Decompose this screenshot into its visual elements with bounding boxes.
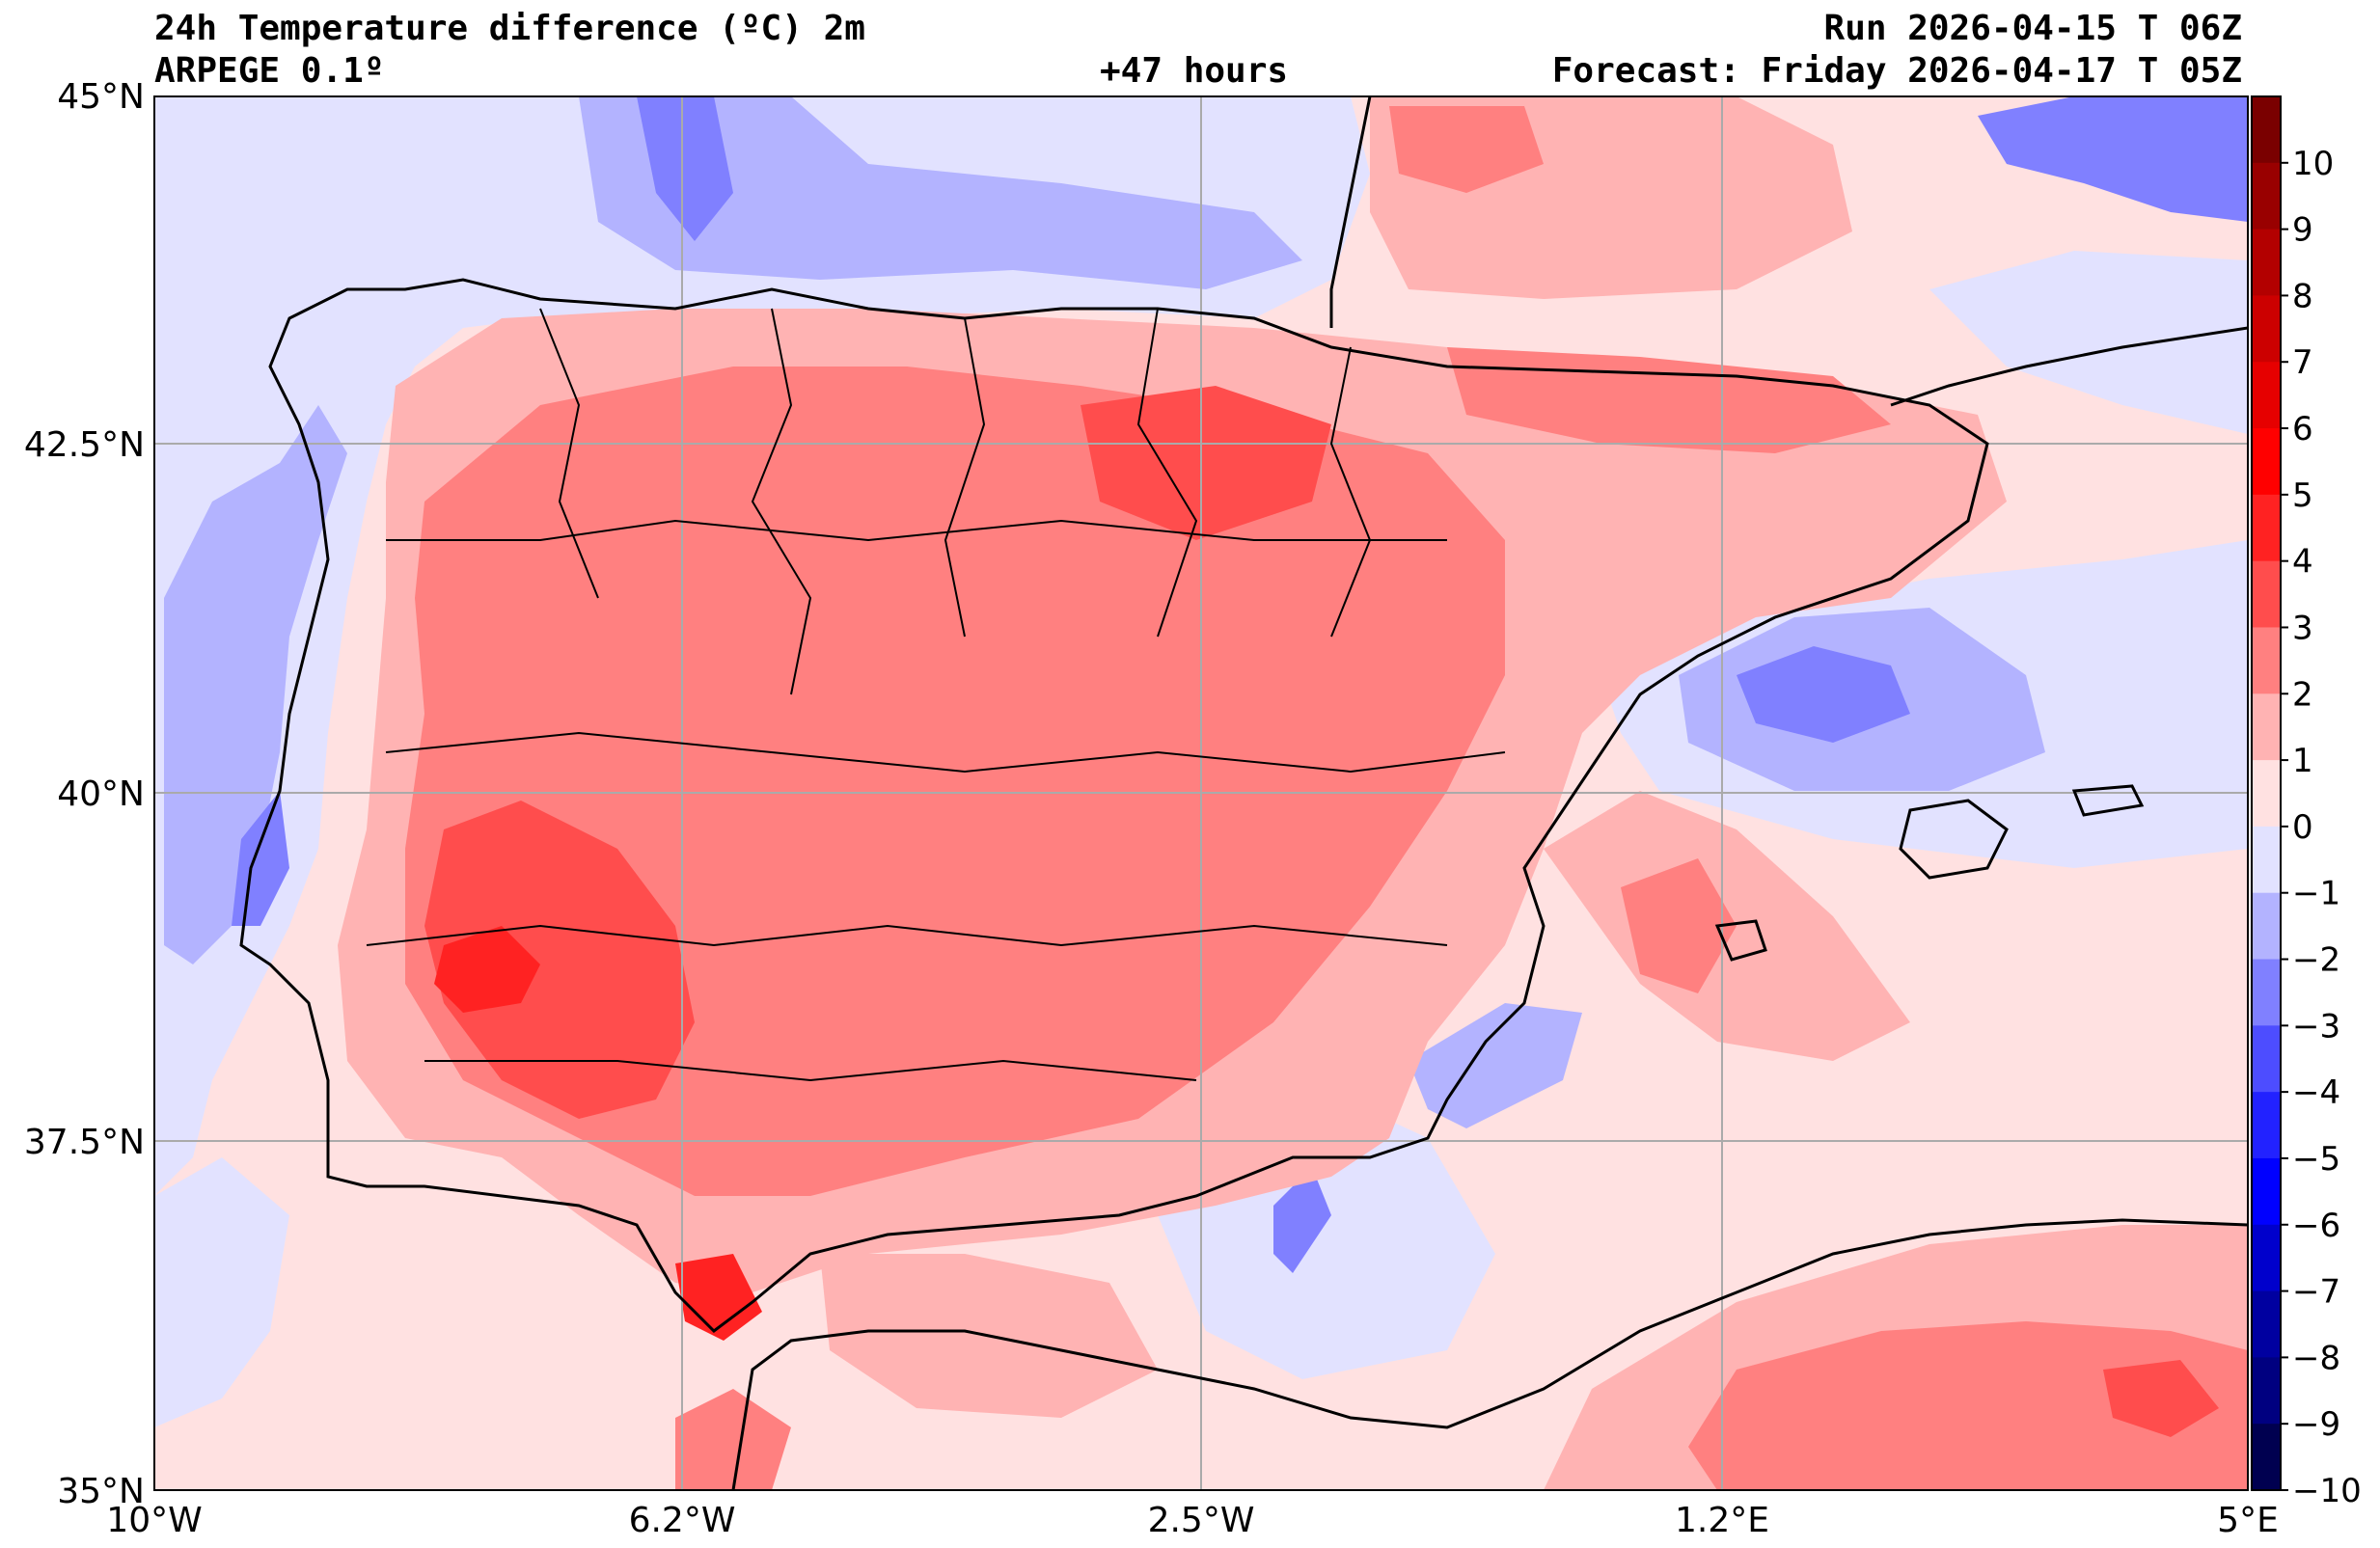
coastline-mallorca — [1899, 799, 2009, 880]
cool-region-bay-of-biscay — [579, 96, 1302, 289]
cold-region-biscay-core — [637, 96, 733, 241]
warm-region-iberia-core — [424, 801, 695, 1119]
colorbar-label: −3 — [2292, 1007, 2340, 1046]
warm-region-gibraltar-peak — [675, 1254, 762, 1341]
colorbar-swatch — [2252, 1357, 2281, 1425]
lat-tick-label: 37.5°N — [24, 1123, 145, 1162]
run-time: Run 2026-04-15 T 06Z — [1823, 9, 2242, 48]
colorbar-swatch — [2252, 1157, 2281, 1226]
colorbar-label: 2 — [2292, 675, 2313, 714]
colorbar-swatch — [2252, 760, 2281, 828]
warm-region-pyrenees — [1447, 347, 1891, 453]
coastline-north-africa — [731, 1218, 2248, 1490]
colorbar-label: −5 — [2292, 1140, 2340, 1179]
map-frame — [153, 95, 2249, 1491]
region-borders — [366, 308, 1506, 1082]
lat-tick-label: 35°N — [57, 1472, 145, 1511]
colorbar-swatch — [2252, 560, 2281, 628]
warm-region-valencia-sea-core — [1621, 858, 1737, 993]
warm-region-extremadura-peak — [434, 926, 540, 1013]
map-plot-area — [154, 96, 2248, 1490]
lat-tick-label: 40°N — [57, 774, 145, 814]
cool-region-galicia-coast — [164, 405, 347, 964]
colorbar-swatch — [2252, 1025, 2281, 1093]
colorbar-label: 9 — [2292, 211, 2313, 250]
colorbar-swatch — [2252, 494, 2281, 562]
cool-region-atlantic-south — [154, 1157, 289, 1427]
colorbar-swatch — [2252, 428, 2281, 496]
coastline-ibiza — [1714, 919, 1767, 962]
colorbar-frame — [2251, 95, 2282, 1491]
colorbar-label: −10 — [2292, 1472, 2362, 1510]
forecast-time: Forecast: Friday 2026-04-17 T 05Z — [1551, 51, 2242, 91]
colorbar-label: 4 — [2292, 543, 2313, 582]
colorbar-label: −7 — [2292, 1273, 2340, 1312]
colorbar-label: −1 — [2292, 875, 2340, 913]
coastline-france — [1329, 96, 1372, 328]
colorbar-label: −9 — [2292, 1405, 2340, 1444]
colorbar-label: −4 — [2292, 1073, 2340, 1112]
colorbar-swatch — [2252, 295, 2281, 363]
warm-region-ebro — [1081, 386, 1331, 540]
colorbar-label: 1 — [2292, 742, 2313, 780]
colorbar-label: 6 — [2292, 410, 2313, 448]
colorbar-swatch — [2252, 959, 2281, 1026]
cold-region-alps — [1978, 96, 2248, 222]
colorbar-swatch — [2252, 1290, 2281, 1358]
cold-region-alboran-patch — [1273, 1167, 1331, 1273]
colorbar-label: 10 — [2292, 145, 2334, 183]
cold-region-murcia-coast — [1409, 1003, 1582, 1128]
lead-time: +47 hours — [1100, 51, 1289, 91]
map-title: 24h Temperature difference (ºC) 2m — [154, 9, 865, 48]
lon-tick-label: 2.5°W — [1148, 1501, 1255, 1540]
lon-tick-label: 6.2°W — [629, 1501, 736, 1540]
coastline-france-med — [1890, 326, 2248, 407]
colorbar-label: −6 — [2292, 1207, 2340, 1245]
colorbar-label: 7 — [2292, 343, 2313, 382]
warm-region-france-core — [1389, 106, 1544, 193]
coastline-menorca — [2071, 784, 2145, 817]
cool-region-atlantic — [154, 96, 1370, 1196]
lat-tick-label: 42.5°N — [24, 425, 145, 465]
colorbar-label: 5 — [2292, 476, 2313, 515]
colorbar-label: 3 — [2292, 609, 2313, 647]
colorbar-swatch — [2252, 892, 2281, 961]
colorbar-swatch — [2252, 1092, 2281, 1159]
colorbar-swatch — [2252, 627, 2281, 694]
cool-region-gulf-of-lion — [1929, 251, 2248, 434]
lat-tick-label: 45°N — [57, 77, 145, 117]
colorbar-swatch — [2252, 826, 2281, 894]
very-cold-region-balearic-sea — [1737, 646, 1910, 743]
colorbar-label: 0 — [2292, 808, 2313, 847]
model-name: ARPEGE 0.1º — [154, 51, 385, 91]
warm-region-morocco — [675, 1389, 791, 1490]
lon-tick-label: 5°E — [2217, 1501, 2279, 1540]
warm-region-north-africa-peak — [2103, 1360, 2219, 1437]
graticule — [154, 96, 2248, 1490]
colorbar-label: −2 — [2292, 941, 2340, 980]
colorbar-swatch — [2252, 1224, 2281, 1292]
cold-region-galicia-coast — [232, 791, 289, 926]
colorbar-swatch — [2252, 96, 2281, 164]
colorbar-label: −8 — [2292, 1339, 2340, 1377]
colorbar-label: 8 — [2292, 277, 2313, 315]
lon-tick-label: 10°W — [106, 1501, 202, 1540]
colorbar-swatch — [2252, 162, 2281, 231]
colorbar-swatch — [2252, 362, 2281, 429]
lon-tick-label: 1.2°E — [1675, 1501, 1769, 1540]
colorbar-swatch — [2252, 1424, 2281, 1491]
colorbar-swatch — [2252, 693, 2281, 761]
colorbar-swatch — [2252, 229, 2281, 296]
warm-region-north-africa-east-core — [1688, 1321, 2248, 1490]
